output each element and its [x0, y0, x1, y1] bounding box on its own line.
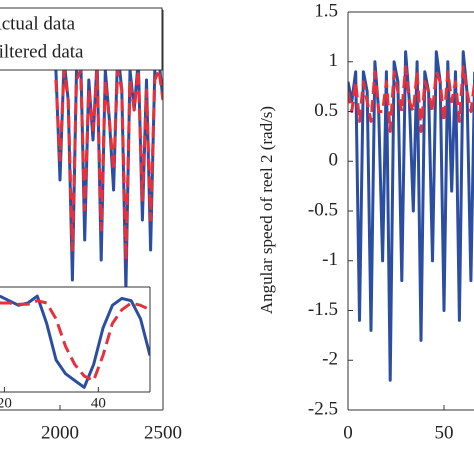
legend-label: Filtered data [0, 41, 84, 62]
data-line [0, 299, 150, 383]
y-tick-label: -2 [322, 349, 338, 370]
y-tick-label: -2.5 [308, 398, 338, 419]
x-tick-label: 2000 [41, 422, 79, 443]
x-tick-label: 50 [435, 422, 454, 443]
data-line [348, 65, 474, 133]
legend-label: Actual data [0, 13, 76, 34]
y-axis-label: Angular speed of reel 2 (rad/s) [257, 106, 276, 314]
x-tick-label: 0 [343, 422, 353, 443]
data-line [54, 68, 163, 262]
inset-background [0, 287, 150, 392]
data-line [348, 50, 474, 382]
x-tick-label: 20 [0, 395, 12, 411]
chart: 20 40 [0, 286, 151, 411]
y-tick-label: 0.5 [314, 100, 338, 121]
y-tick-label: 0 [329, 150, 339, 171]
x-tick-label: 40 [91, 395, 106, 411]
y-tick-label: -0.5 [308, 199, 338, 220]
legend-box [0, 7, 163, 71]
y-tick-label: 1.5 [314, 0, 338, 21]
y-tick-label: 1 [329, 50, 339, 71]
y-tick-label: -1.5 [308, 299, 338, 320]
chart: 0 50 -2.5 -2 -1.5 -1 -0.5 0 0.5 1 1.5 [308, 0, 474, 443]
chart: 2000 2500 Actual data Filtered data [0, 7, 182, 443]
data-line [54, 48, 163, 292]
y-tick-label: -1 [322, 249, 338, 270]
x-tick-label: 2500 [144, 422, 182, 443]
